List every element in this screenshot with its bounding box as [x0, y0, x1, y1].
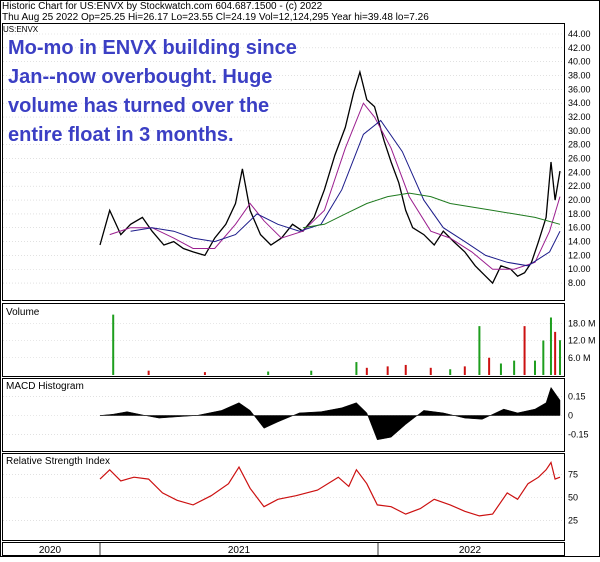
ma-short-line — [109, 102, 561, 270]
volume-bar — [112, 314, 115, 375]
volume-bar — [386, 366, 389, 375]
price-panel — [2, 23, 565, 301]
rsi-tick-label: 25 — [568, 516, 578, 526]
volume-bar — [513, 360, 516, 375]
volume-bar — [267, 371, 270, 375]
volume-bar — [549, 317, 552, 375]
rsi-title: Relative Strength Index — [6, 456, 110, 467]
price-tick-label: 42.00 — [568, 43, 591, 53]
year-label: 2022 — [459, 545, 482, 556]
price-tick-label: 28.00 — [568, 140, 591, 150]
rsi-tick-label: 75 — [568, 469, 578, 479]
volume-bar — [449, 369, 452, 375]
price-tick-label: 40.00 — [568, 57, 591, 67]
volume-bar — [533, 360, 536, 375]
price-tick-label: 8.00 — [568, 278, 586, 288]
volume-bar — [499, 363, 502, 375]
volume-bar — [542, 340, 545, 375]
price-tick-label: 26.00 — [568, 154, 591, 164]
volume-bar — [203, 372, 206, 375]
price-tick-label: 38.00 — [568, 71, 591, 81]
volume-bar — [463, 366, 466, 375]
price-tick-label: 36.00 — [568, 84, 591, 94]
price-tick-label: 32.00 — [568, 112, 591, 122]
ma-mid-line — [130, 119, 561, 267]
macd-plot — [99, 386, 561, 441]
rsi-tick-label: 50 — [568, 493, 578, 503]
price-plot — [99, 69, 561, 285]
date-axis-strip — [2, 542, 565, 556]
macd-tick-label: -0.15 — [568, 430, 589, 440]
price-tick-label: 18.00 — [568, 209, 591, 219]
gridlines — [3, 33, 564, 521]
volume-bar — [554, 331, 557, 375]
price-tick-label: 44.00 — [568, 29, 591, 39]
header-quote: Thu Aug 25 2022 Op=25.25 Hi=26.17 Lo=23.… — [2, 12, 429, 23]
price-line — [99, 69, 561, 285]
rsi-plot — [99, 461, 561, 517]
rsi-line — [99, 461, 561, 517]
ticker-tag: US:ENVX — [3, 25, 39, 34]
volume-title: Volume — [6, 307, 40, 318]
price-tick-label: 10.00 — [568, 264, 591, 274]
volume-tick-label: 6.0 M — [568, 353, 591, 363]
annotation-line: volume has turned over the — [8, 95, 269, 117]
volume-bar — [523, 326, 526, 375]
annotation-text: Mo-mo in ENVX building since Jan--now ove… — [8, 37, 297, 146]
volume-bar — [365, 367, 368, 375]
volume-bar — [488, 357, 491, 375]
annotation-line: Mo-mo in ENVX building since — [8, 37, 297, 59]
volume-bar — [404, 364, 407, 375]
rsi-panel — [2, 453, 565, 541]
price-tick-label: 30.00 — [568, 126, 591, 136]
volume-bar — [355, 362, 358, 375]
macd-histogram-area — [99, 386, 561, 441]
header-title: Historic Chart for US:ENVX by Stockwatch… — [2, 1, 323, 12]
annotation-line: entire float in 3 months. — [8, 124, 234, 146]
price-tick-label: 14.00 — [568, 237, 591, 247]
volume-tick-label: 18.0 M — [568, 318, 596, 328]
year-label: 2021 — [228, 545, 251, 556]
volume-bar — [478, 326, 481, 375]
volume-panel — [2, 303, 565, 377]
price-tick-label: 22.00 — [568, 181, 591, 191]
axis-labels: 44.00 42.00 40.00 38.00 36.00 34.00 32.00 30.00… — [39, 29, 596, 556]
volume-bar — [559, 340, 561, 375]
macd-tick-label: 0.15 — [568, 391, 586, 401]
macd-panel — [2, 378, 565, 452]
price-tick-label: 34.00 — [568, 98, 591, 108]
volume-tick-label: 12.0 M — [568, 336, 596, 346]
ma-long-line — [302, 192, 561, 229]
volume-bar — [147, 370, 150, 375]
price-tick-label: 20.00 — [568, 195, 591, 205]
price-tick-label: 16.00 — [568, 223, 591, 233]
volume-plot — [112, 314, 561, 375]
volume-bar — [310, 370, 313, 375]
macd-tick-label: 0 — [568, 411, 573, 421]
annotation-line: Jan--now overbought. Huge — [8, 66, 272, 88]
price-tick-label: 24.00 — [568, 167, 591, 177]
price-tick-label: 12.00 — [568, 250, 591, 260]
macd-title: MACD Histogram — [6, 381, 84, 392]
volume-bar — [429, 367, 432, 375]
year-label: 2020 — [39, 545, 62, 556]
